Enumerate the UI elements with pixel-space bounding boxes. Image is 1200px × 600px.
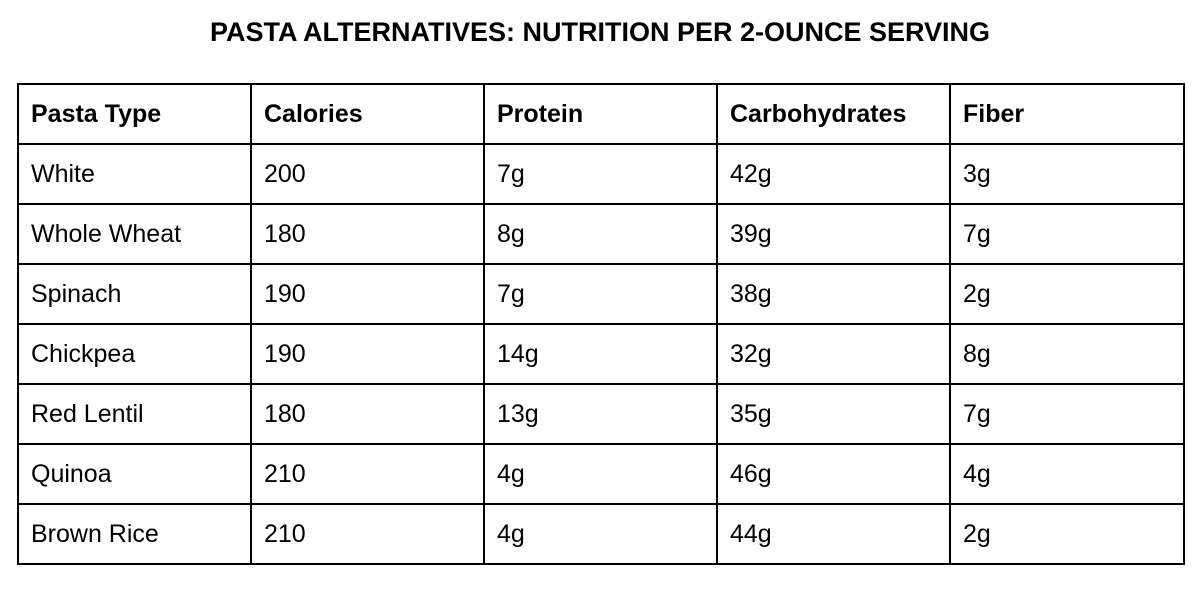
cell-calories: 210 xyxy=(250,503,485,565)
cell-protein: 4g xyxy=(483,443,718,505)
cell-carbohydrates: 39g xyxy=(716,203,951,265)
cell-calories: 180 xyxy=(250,203,485,265)
cell-carbohydrates: 38g xyxy=(716,263,951,325)
cell-fiber: 7g xyxy=(949,203,1185,265)
cell-pasta-type: Spinach xyxy=(17,263,252,325)
cell-protein: 8g xyxy=(483,203,718,265)
header-row: Pasta Type Calories Protein Carbohydrate… xyxy=(17,83,1185,145)
cell-carbohydrates: 42g xyxy=(716,143,951,205)
cell-calories: 210 xyxy=(250,443,485,505)
table-row: Brown Rice 210 4g 44g 2g xyxy=(17,503,1185,565)
cell-protein: 14g xyxy=(483,323,718,385)
cell-calories: 200 xyxy=(250,143,485,205)
cell-fiber: 8g xyxy=(949,323,1185,385)
cell-protein: 7g xyxy=(483,263,718,325)
cell-carbohydrates: 46g xyxy=(716,443,951,505)
cell-carbohydrates: 32g xyxy=(716,323,951,385)
cell-fiber: 3g xyxy=(949,143,1185,205)
column-header-fiber: Fiber xyxy=(949,83,1185,145)
nutrition-table: Pasta Type Calories Protein Carbohydrate… xyxy=(17,83,1185,565)
column-header-carbohydrates: Carbohydrates xyxy=(716,83,951,145)
cell-pasta-type: Whole Wheat xyxy=(17,203,252,265)
table-row: Chickpea 190 14g 32g 8g xyxy=(17,323,1185,385)
cell-carbohydrates: 35g xyxy=(716,383,951,445)
page-title: PASTA ALTERNATIVES: NUTRITION PER 2-OUNC… xyxy=(209,17,991,47)
cell-calories: 180 xyxy=(250,383,485,445)
cell-protein: 7g xyxy=(483,143,718,205)
column-header-protein: Protein xyxy=(483,83,718,145)
cell-fiber: 2g xyxy=(949,503,1185,565)
table-row: Red Lentil 180 13g 35g 7g xyxy=(17,383,1185,445)
column-header-calories: Calories xyxy=(250,83,485,145)
cell-fiber: 7g xyxy=(949,383,1185,445)
cell-calories: 190 xyxy=(250,263,485,325)
table-row: Whole Wheat 180 8g 39g 7g xyxy=(17,203,1185,265)
cell-pasta-type: White xyxy=(17,143,252,205)
cell-pasta-type: Brown Rice xyxy=(17,503,252,565)
cell-fiber: 2g xyxy=(949,263,1185,325)
cell-pasta-type: Quinoa xyxy=(17,443,252,505)
cell-pasta-type: Chickpea xyxy=(17,323,252,385)
table-row: Quinoa 210 4g 46g 4g xyxy=(17,443,1185,505)
cell-fiber: 4g xyxy=(949,443,1185,505)
cell-protein: 4g xyxy=(483,503,718,565)
cell-pasta-type: Red Lentil xyxy=(17,383,252,445)
table-row: White 200 7g 42g 3g xyxy=(17,143,1185,205)
table-row: Spinach 190 7g 38g 2g xyxy=(17,263,1185,325)
column-header-pasta-type: Pasta Type xyxy=(17,83,252,145)
cell-protein: 13g xyxy=(483,383,718,445)
cell-carbohydrates: 44g xyxy=(716,503,951,565)
cell-calories: 190 xyxy=(250,323,485,385)
